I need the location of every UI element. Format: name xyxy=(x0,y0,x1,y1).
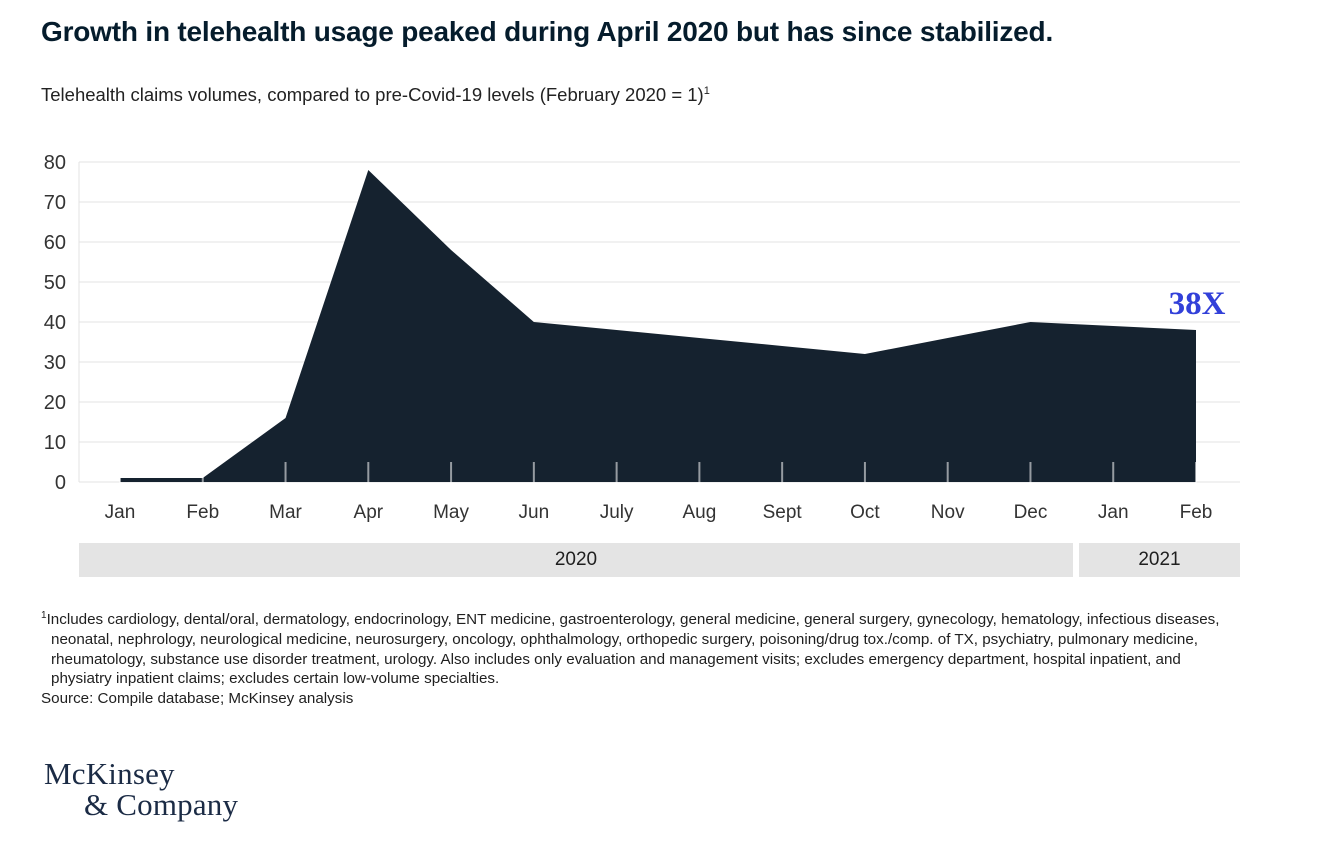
svg-text:20: 20 xyxy=(44,392,66,414)
svg-text:Jun: Jun xyxy=(519,502,550,523)
peak-annotation: 38X xyxy=(1169,286,1226,322)
mckinsey-logo: McKinsey & Company xyxy=(44,758,238,820)
y-axis-labels: 0 10 20 30 40 50 60 70 80 xyxy=(44,152,66,494)
svg-text:50: 50 xyxy=(44,272,66,294)
x-axis-labels: Jan Feb Mar Apr May Jun July Aug Sept Oct Nov Dec Ja… xyxy=(105,502,1213,523)
svg-text:July: July xyxy=(600,502,634,523)
source-line: Source: Compile database; McKinsey analy… xyxy=(41,690,354,708)
month-ticks xyxy=(119,462,1197,486)
svg-text:10: 10 xyxy=(44,432,66,454)
svg-text:Nov: Nov xyxy=(931,502,965,523)
svg-text:May: May xyxy=(433,502,469,523)
footnote-text: Includes cardiology, dental/oral, dermat… xyxy=(46,611,1220,688)
svg-text:Feb: Feb xyxy=(186,502,219,523)
logo-line1: McKinsey xyxy=(44,756,175,791)
svg-text:Sept: Sept xyxy=(763,502,803,523)
svg-text:30: 30 xyxy=(44,352,66,374)
svg-text:Feb: Feb xyxy=(1180,502,1213,523)
svg-text:80: 80 xyxy=(44,152,66,174)
svg-text:Dec: Dec xyxy=(1014,502,1048,523)
svg-text:Oct: Oct xyxy=(850,502,880,523)
svg-text:Jan: Jan xyxy=(105,502,136,523)
svg-text:0: 0 xyxy=(55,472,66,494)
svg-text:40: 40 xyxy=(44,312,66,334)
area-series xyxy=(120,170,1196,482)
svg-text:Apr: Apr xyxy=(354,502,384,523)
footnote-marker: 1 xyxy=(41,610,47,621)
svg-text:Aug: Aug xyxy=(682,502,716,523)
footnote: 1Includes cardiology, dental/oral, derma… xyxy=(41,606,1231,689)
footnote-block: 1Includes cardiology, dental/oral, derma… xyxy=(41,606,1231,709)
page-title: Growth in telehealth usage peaked during… xyxy=(41,16,1054,47)
svg-text:70: 70 xyxy=(44,192,66,214)
svg-text:Mar: Mar xyxy=(269,502,302,523)
svg-text:60: 60 xyxy=(44,232,66,254)
chart-svg: 0 10 20 30 40 50 60 70 80 Jan Feb Mar Apr May Jun July… xyxy=(44,152,1240,523)
logo-line2: & Company xyxy=(84,787,239,822)
year-band-2020: 2020 xyxy=(79,543,1073,577)
chart-subtitle: Telehealth claims volumes, compared to p… xyxy=(41,84,710,106)
subtitle-footnote-marker: 1 xyxy=(703,84,710,97)
year-band-2021: 2021 xyxy=(1079,543,1240,577)
chart-subtitle-text: Telehealth claims volumes, compared to p… xyxy=(41,84,704,105)
svg-text:Jan: Jan xyxy=(1098,502,1129,523)
